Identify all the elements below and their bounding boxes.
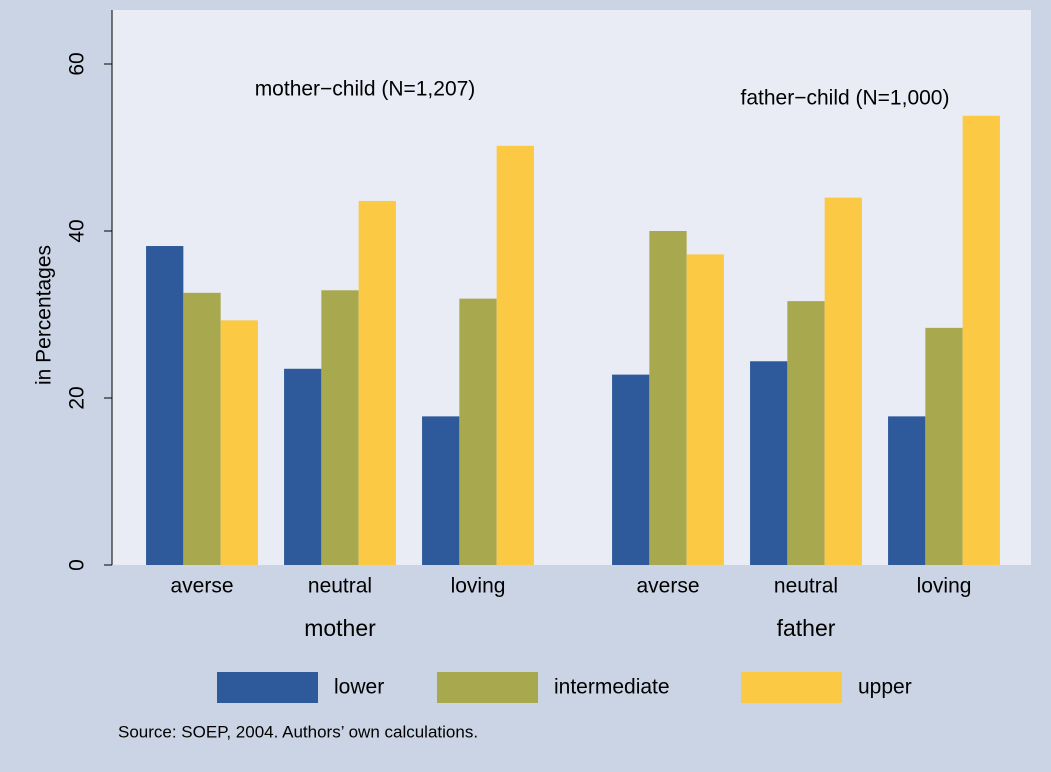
bar [612,374,650,565]
x-tick-label: averse [170,575,233,598]
y-axis-label: in Percentages [33,245,56,385]
bar [321,290,359,565]
bar [962,115,1000,566]
bar [496,145,534,565]
bar [220,320,258,565]
bar [686,254,724,565]
bar [358,200,396,565]
bar [888,416,926,565]
bar [459,298,497,565]
bar [787,301,825,565]
annotation: father−child (N=1,000) [741,87,950,110]
x-tick-label: averse [636,575,699,598]
bar [146,246,184,565]
source-note: Source: SOEP, 2004. Authors’ own calcula… [118,722,478,741]
plot-area [112,10,1031,565]
legend-swatch [217,672,318,703]
legend-label: intermediate [554,676,670,699]
bar [422,416,460,565]
y-tick-label: 40 [66,219,89,242]
bar [824,197,862,565]
bar [183,292,221,565]
y-tick-label: 60 [66,52,89,75]
bar [649,231,687,565]
legend-label: lower [334,676,384,699]
x-tick-label: neutral [774,575,838,598]
legend-swatch [741,672,842,703]
y-tick-label: 20 [66,386,89,409]
legend-label: upper [858,676,912,699]
annotation: mother−child (N=1,207) [255,78,476,101]
group-label: mother [304,615,376,641]
bar [284,368,322,565]
legend-swatch [437,672,538,703]
bar [750,361,788,565]
bar [925,327,963,565]
group-label: father [777,615,836,641]
x-tick-label: loving [451,575,506,598]
x-tick-label: neutral [308,575,372,598]
y-tick-label: 0 [66,559,89,571]
x-tick-label: loving [917,575,972,598]
